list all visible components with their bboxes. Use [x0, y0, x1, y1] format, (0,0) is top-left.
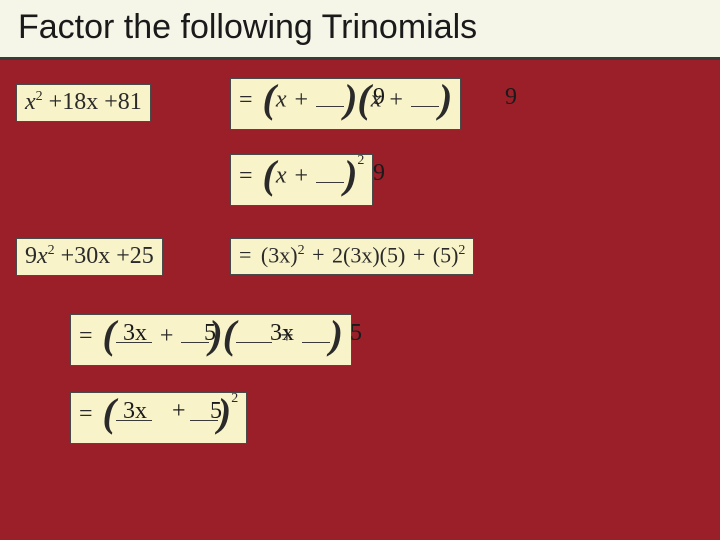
p2s-fill1: 3x — [123, 398, 147, 425]
p2e-t2b: 5 — [387, 242, 398, 267]
p1s-var: x — [276, 163, 287, 189]
p1-blank1 — [316, 87, 344, 107]
p2-exp: 2 — [48, 243, 55, 258]
lparen-icon: ( — [103, 390, 116, 435]
lparen-icon: ( — [223, 312, 236, 357]
lparen-icon: ( — [103, 312, 116, 357]
p2e-t3exp: 2 — [458, 243, 465, 258]
p2f-fill4: 5 — [350, 320, 362, 347]
p2f-fill2: 5 — [204, 320, 216, 347]
slide-title: Factor the following Trinomials — [18, 8, 702, 47]
p1-trinomial: x2 +18x +81 — [16, 84, 151, 122]
p2f-b3 — [236, 323, 272, 343]
eq-sign: = — [239, 242, 255, 267]
plus-op: + — [387, 87, 405, 113]
eq-sign: = — [239, 163, 257, 189]
content-area: x2 +18x +81 = (x + )(x + ) 9 9 = (x + )2… — [0, 60, 720, 96]
p2-c: +25 — [116, 243, 154, 269]
p2-trinomial: 9x2 +30x +25 — [16, 238, 163, 276]
p2s-op: + — [172, 398, 186, 425]
p2e-t3: 5 — [440, 242, 451, 267]
rparen-icon: ) — [439, 76, 452, 121]
p1-blank2 — [411, 87, 439, 107]
plus-op: + — [310, 242, 326, 267]
p1-c: +81 — [104, 89, 142, 115]
p1f-var1: x — [276, 87, 287, 113]
rparen-icon: ) — [344, 76, 357, 121]
p2-coef: 9 — [25, 243, 37, 269]
p1-squared: = (x + )2 — [230, 154, 373, 206]
p1-exp: 2 — [36, 89, 43, 104]
lparen-icon: ( — [263, 76, 276, 121]
p2s-exp: 2 — [231, 391, 238, 406]
p2e-t2a: 3x — [350, 242, 372, 267]
p1s-fill: 9 — [373, 160, 385, 187]
p2e-t1: 3x — [268, 242, 290, 267]
p2-b: +30x — [61, 243, 111, 269]
p2s-fill2: 5 — [210, 398, 222, 425]
p2e-t1exp: 2 — [298, 243, 305, 258]
plus-op: + — [411, 242, 427, 267]
p2-expanded: = (3x)2 + 2(3x)(5) + (5)2 — [230, 238, 474, 275]
p2f-fill1: 3x — [123, 320, 147, 347]
lparen-icon: ( — [263, 152, 276, 197]
p1-factored: = (x + )(x + ) — [230, 78, 461, 130]
p1-fill2: 9 — [505, 84, 517, 111]
p2e-t2c: 2 — [332, 242, 343, 267]
p1s-exp: 2 — [357, 153, 364, 168]
plus-op: + — [293, 163, 311, 189]
lparen-icon: ( — [357, 76, 370, 121]
title-bar: Factor the following Trinomials — [0, 0, 720, 60]
plus-op: + — [158, 323, 176, 349]
p2f-fill3: 3x — [270, 320, 294, 347]
rparen-icon: ) — [330, 312, 343, 357]
p1-b: +18x — [49, 89, 99, 115]
eq-sign: = — [79, 401, 97, 427]
rparen-icon: ) — [344, 152, 357, 197]
p2-var: x — [37, 243, 48, 269]
p2f-b4 — [302, 323, 330, 343]
eq-sign: = — [79, 323, 97, 349]
p1-fill1: 9 — [373, 84, 385, 111]
p1s-blank — [316, 163, 344, 183]
p1-var: x — [25, 89, 36, 115]
eq-sign: = — [239, 87, 257, 113]
plus-op: + — [293, 87, 311, 113]
